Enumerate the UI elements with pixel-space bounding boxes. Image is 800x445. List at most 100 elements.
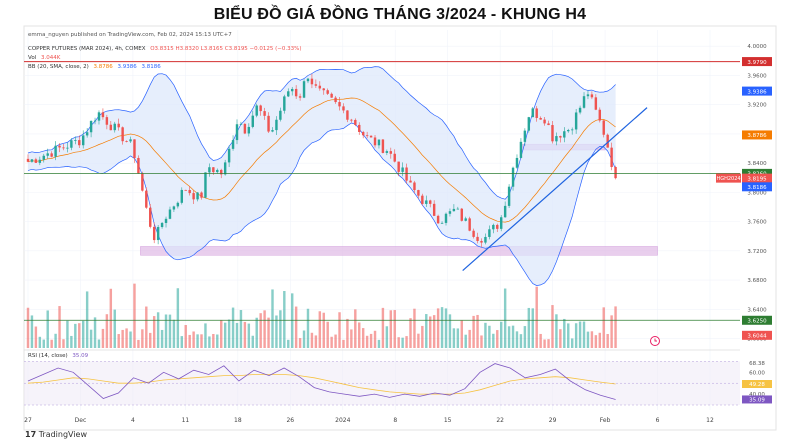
bb-legend[interactable]: BB (20, SMA, close, 2) 3.8786 3.9386 3.8… [28, 64, 161, 70]
volume-bar [432, 315, 436, 348]
lower-support-price-tag [742, 315, 772, 325]
candle-body [393, 153, 396, 162]
volume-bar [535, 286, 538, 348]
bb-basis-price-tag [742, 130, 772, 140]
candle-body [421, 195, 424, 204]
support-price-tag [742, 168, 772, 178]
volume-bar [472, 315, 475, 348]
volume-bar [204, 323, 207, 348]
candle-body [586, 94, 590, 97]
volume-bar [480, 335, 483, 348]
volume-bar [318, 311, 322, 348]
volume-bar [590, 331, 594, 348]
volume-bar [85, 291, 89, 348]
time-tick: 12 [706, 417, 714, 424]
volume-bar [255, 317, 258, 348]
candle-body [358, 124, 361, 132]
candle-body [283, 96, 286, 111]
time-tick: Dec [75, 417, 87, 424]
volume-bar [515, 331, 519, 348]
volume-bar [306, 308, 310, 348]
volume-bar [559, 329, 562, 348]
candle-body [499, 217, 503, 229]
bb-legend-lower: 3.8186 [142, 64, 162, 70]
candle-body [30, 159, 34, 162]
volume-bar [551, 305, 554, 348]
candle-body [267, 115, 270, 132]
demand-zone [140, 246, 658, 256]
volume-bar [235, 322, 239, 348]
price-tick: 3.9200 [747, 103, 767, 109]
bb-upper-price-tag [742, 86, 772, 96]
volume-bar [243, 321, 247, 348]
volume-bar [263, 310, 266, 348]
volume-bar [208, 336, 211, 348]
candle-body [74, 140, 77, 141]
candle-body [429, 200, 432, 204]
volume-bar [172, 319, 176, 348]
symbol-legend[interactable]: COPPER FUTURES (MAR 2024), 4h, COMEX O3.… [28, 46, 302, 52]
candle-body [610, 147, 613, 168]
volume-bar [393, 310, 396, 348]
candle-body [208, 167, 211, 173]
candle-body [85, 132, 89, 136]
volume-bar [594, 335, 598, 348]
volume-bar [539, 333, 542, 348]
candle-body [492, 224, 495, 230]
bb-legend-label: BB (20, SMA, close, 2) [28, 64, 89, 70]
alert-clock-icon[interactable] [650, 336, 660, 346]
candle-body [594, 97, 598, 110]
volume-bar [452, 328, 456, 348]
volume-bar [192, 331, 195, 348]
price-axis[interactable]: 4.00003.96003.92003.88003.84003.80003.76… [716, 44, 772, 343]
volume-bar [606, 333, 609, 348]
volume-bar [531, 308, 534, 348]
candle-body [559, 136, 562, 138]
candle-body [263, 111, 266, 116]
volume-legend-label: Vol [28, 55, 37, 61]
volume-bar [156, 312, 160, 348]
candle-body [271, 130, 274, 132]
candle-body [243, 123, 247, 134]
bb-basis-line [27, 97, 616, 223]
volume-bar [109, 288, 113, 348]
volume-bar [113, 309, 116, 348]
rsi-legend-value: 35.09 [72, 353, 88, 359]
volume-bar [444, 308, 448, 348]
volume-legend[interactable]: Vol 3.044K [28, 55, 61, 61]
trendline[interactable] [462, 107, 648, 272]
candle-body [279, 110, 282, 120]
candle-body [602, 120, 605, 135]
candle-body [133, 139, 136, 158]
candle-body [46, 153, 49, 156]
candle-body [507, 186, 511, 206]
time-tick: 15 [444, 417, 452, 424]
candle-body [172, 206, 176, 210]
volume-legend-value: 3.044K [41, 55, 61, 61]
volume-bar [152, 316, 156, 348]
volume-bar [58, 306, 61, 348]
volume-bar [409, 318, 412, 348]
volume-bar [168, 314, 172, 348]
rsi-legend[interactable]: RSI (14, close) 35.09 [28, 353, 89, 359]
candle-body [196, 192, 199, 200]
volume-bar [519, 334, 523, 348]
rsi-ma-line [27, 374, 616, 395]
volume-bar [365, 335, 369, 348]
time-axis[interactable]: 27 Dec 4 11 18 26 2024 8 15 22 29 Feb 6 12 [24, 417, 714, 424]
candle-body [543, 119, 546, 124]
trendline-line [462, 107, 648, 272]
volume-bar [62, 339, 65, 348]
volume-bar [220, 319, 223, 348]
candle-body [42, 155, 45, 160]
candle-body [354, 119, 357, 125]
candle-body [350, 119, 353, 121]
volume-bar [310, 332, 314, 348]
volume-bar [223, 322, 227, 348]
candle-body [156, 227, 160, 241]
volume-bar [342, 339, 345, 348]
bb-legend-upper: 3.9386 [118, 64, 138, 70]
volume-bar [70, 335, 73, 348]
